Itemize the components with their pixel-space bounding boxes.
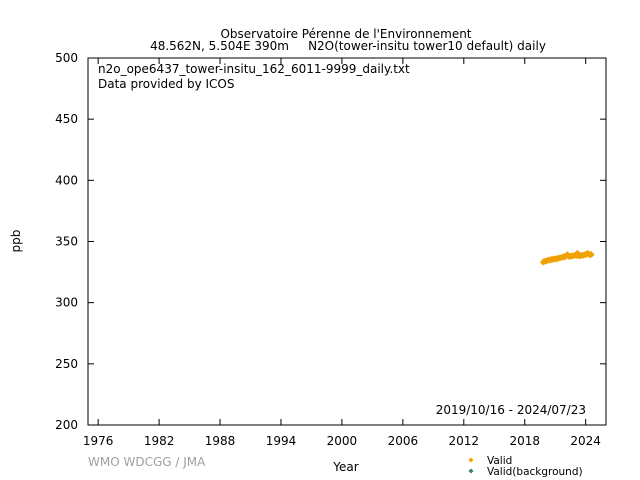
chart-title: Observatoire Pérenne de l'Environnement (220, 27, 471, 41)
y-tick-label: 250 (55, 357, 78, 371)
legend-marker (468, 457, 474, 463)
x-tick-label: 1994 (266, 434, 297, 448)
x-axis: 1976 1982 1988 1994 2000 2006 2012 2018 2024 (83, 58, 601, 448)
y-tick-label: 450 (55, 112, 78, 126)
legend-label: Valid(background) (487, 466, 583, 478)
y-tick-label: 300 (55, 296, 78, 310)
provider-label: Data provided by ICOS (98, 77, 234, 91)
x-axis-label: Year (332, 460, 358, 474)
y-axis: 200 250 300 350 400 450 500 (55, 51, 606, 432)
y-tick-label: 500 (55, 51, 78, 65)
date-range-label: 2019/10/16 - 2024/07/23 (436, 403, 586, 417)
x-tick-label: 2012 (449, 434, 480, 448)
x-tick-label: 1982 (144, 434, 175, 448)
plot-frame (87, 57, 607, 426)
y-axis-label: ppb (9, 230, 23, 253)
data-points (539, 249, 595, 266)
credit-label: WMO WDCGG / JMA (88, 455, 206, 469)
x-tick-label: 2000 (327, 434, 358, 448)
data-point (588, 251, 595, 258)
legend-label: Valid (487, 455, 512, 467)
x-tick-label: 1988 (205, 434, 236, 448)
chart-subtitle: 48.562N, 5.504E 390m N2O(tower-insitu to… (150, 39, 546, 53)
file-label: n2o_ope6437_tower-insitu_162_6011-9999_d… (98, 62, 410, 76)
y-tick-label: 400 (55, 173, 78, 187)
x-tick-label: 1976 (83, 434, 114, 448)
y-tick-label: 200 (55, 418, 78, 432)
x-tick-label: 2018 (509, 434, 540, 448)
x-tick-label: 2024 (570, 434, 601, 448)
y-tick-label: 350 (55, 235, 78, 249)
x-tick-label: 2006 (388, 434, 419, 448)
legend-marker (468, 468, 474, 474)
